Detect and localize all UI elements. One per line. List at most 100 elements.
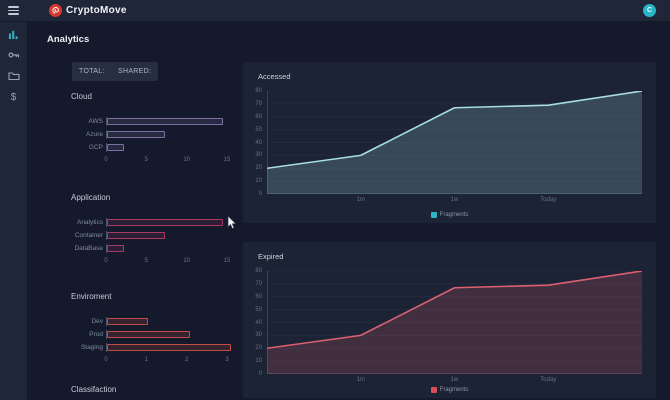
bar-track	[106, 143, 231, 152]
bar	[107, 331, 190, 338]
axis-tick-label: 15	[223, 258, 231, 264]
total-filter-button[interactable]: TOTAL:	[72, 62, 112, 81]
cloud-section: Cloud AWS Azure GCP 0 5 10 15	[71, 92, 231, 164]
key-icon	[8, 52, 19, 58]
bar	[107, 131, 165, 138]
axis-tick-label: 0	[104, 357, 108, 363]
sidebar-item-analytics[interactable]	[0, 26, 27, 42]
bar-category-label: Container	[74, 232, 103, 239]
axis-tick-label: 1w	[450, 377, 459, 383]
dollar-icon: $	[10, 91, 17, 103]
app-title: CryptoMove	[66, 5, 127, 16]
avatar[interactable]: C	[643, 4, 656, 17]
bar-category-label: Staging	[80, 344, 103, 351]
folder-icon	[7, 72, 20, 81]
y-axis-labels: 0 10 20 30 40 50 60 70 80	[247, 268, 262, 377]
axis-tick-label: 1	[144, 357, 148, 363]
axis-tick-label: 10	[183, 157, 190, 163]
bar-row: Staging	[71, 343, 231, 352]
cloud-bar-chart: AWS Azure GCP 0 5 10 15	[71, 117, 231, 164]
axis-tick-label: 10	[255, 178, 262, 185]
axis-tick-label: 1m	[356, 197, 365, 203]
axis-tick-label: Today	[540, 377, 557, 383]
classification-section: Classifaction	[71, 385, 231, 400]
card-title: Expired	[258, 252, 284, 261]
x-axis-labels: 1m 1w Today	[267, 197, 642, 205]
application-bar-chart: Analytics Container DataBase 0 5 10 15	[71, 218, 231, 265]
axis-tick-label: 30	[255, 152, 262, 159]
legend-swatch	[430, 212, 437, 218]
x-axis: 0 1 2 3	[104, 356, 228, 364]
axis-tick-label: 15	[223, 157, 231, 163]
bar-row: DataBase	[71, 244, 231, 253]
bar-row: Container	[71, 231, 231, 240]
x-axis: 0 5 10 15	[104, 156, 230, 164]
axis-tick-label: 40	[255, 319, 262, 326]
menu-icon[interactable]	[0, 0, 27, 21]
axis-tick-label: 5	[144, 157, 148, 163]
axis-tick-label: 30	[255, 332, 262, 339]
chart-title: Application	[71, 193, 111, 202]
sidebar-item-billing[interactable]: $	[0, 89, 27, 105]
mouse-cursor	[227, 216, 237, 230]
axis-tick-label: 70	[255, 100, 262, 107]
axis-tick-label: 20	[255, 165, 262, 172]
bar-row: Analytics	[71, 218, 231, 227]
bar-track	[106, 330, 231, 339]
axis-tick-label: 5	[144, 258, 148, 264]
chart-title: Cloud	[71, 92, 92, 101]
axis-tick-label: 0	[104, 157, 108, 163]
axis-tick-label: 60	[255, 113, 262, 120]
accessed-area-chart: 0 10 20 30 40 50 60 70 80 1m 1w Today Fragments	[243, 62, 656, 223]
bar-track	[106, 130, 231, 139]
axis-tick-label: 0	[104, 258, 108, 264]
axis-tick-label: 80	[255, 88, 262, 94]
bar-category-label: Dev	[91, 318, 103, 325]
bar-row: Azure	[71, 130, 231, 139]
expired-card: Expired 0 10 20 30 40 50 60 70 80 1m 1w Today Fragme…	[243, 242, 656, 398]
axis-tick-label: 2	[184, 357, 189, 363]
bar-row: Dev	[71, 317, 231, 326]
axis-tick-label: Today	[540, 197, 557, 203]
legend-item[interactable]: Fragments	[243, 212, 656, 218]
bar	[107, 318, 149, 325]
axis-tick-label: 50	[255, 306, 262, 313]
plot-area	[267, 91, 642, 194]
axis-tick-label: 50	[255, 126, 262, 133]
bar-track	[106, 231, 231, 240]
bar-track	[106, 317, 231, 326]
bar-row: Prod	[71, 330, 231, 339]
legend-swatch	[430, 387, 437, 393]
page-title: Analytics	[47, 34, 90, 45]
bar	[107, 344, 231, 351]
chart-title: Classifaction	[71, 385, 117, 394]
card-title: Accessed	[258, 72, 291, 81]
accessed-card: Accessed 0 10 20 30 40 50 60 70 80 1m 1w Today Fragm…	[243, 62, 656, 223]
bar-track	[106, 117, 231, 126]
bar	[107, 245, 124, 252]
axis-tick-label: 10	[183, 258, 190, 264]
bar-chart-icon	[8, 30, 18, 39]
x-axis-labels: 1m 1w Today	[267, 377, 642, 385]
axis-tick-label: 20	[255, 345, 262, 352]
bar	[107, 232, 165, 239]
sidebar-item-keys[interactable]	[0, 47, 27, 63]
bar-category-label: Analytics	[76, 219, 103, 226]
bar	[107, 118, 223, 125]
axis-tick-label: 0	[258, 191, 262, 197]
bar	[107, 219, 223, 226]
shared-filter-button[interactable]: SHARED:	[111, 62, 159, 81]
axis-tick-label: 1m	[356, 377, 365, 383]
legend-item[interactable]: Fragments	[243, 387, 656, 393]
environment-section: Enviroment Dev Prod Staging 0 1 2 3	[71, 292, 231, 364]
axis-tick-label: 10	[255, 358, 262, 365]
axis-tick-label: 40	[255, 139, 262, 146]
plot-area	[267, 271, 642, 374]
sidebar-item-folders[interactable]	[0, 68, 27, 84]
bar-track	[106, 343, 231, 352]
bar	[107, 144, 124, 151]
topbar: CryptoMove C	[0, 0, 670, 22]
bar-category-label: DataBase	[74, 245, 103, 252]
y-axis-labels: 0 10 20 30 40 50 60 70 80	[247, 88, 262, 197]
axis-tick-label: 80	[255, 268, 262, 274]
